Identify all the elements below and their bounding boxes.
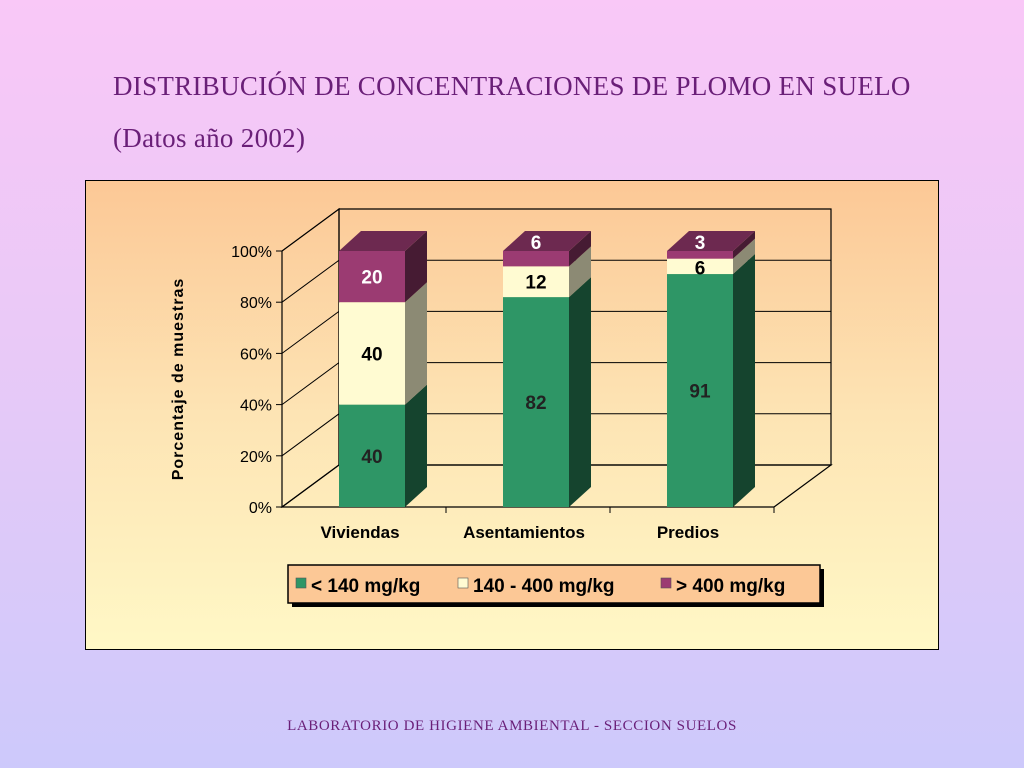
y-tick-label: 100% [231, 244, 272, 261]
y-tick-label: 20% [240, 449, 272, 466]
bar-side [733, 231, 755, 259]
bar-segment [667, 231, 755, 259]
legend-swatch [457, 577, 469, 589]
legend-label: < 140 mg/kg [311, 576, 420, 597]
bar-segment [503, 277, 591, 507]
data-label: 6 [531, 233, 542, 254]
legend-swatch [660, 577, 672, 589]
y-tick-label: 60% [240, 346, 272, 363]
bar-top [339, 231, 427, 251]
slide-title: DISTRIBUCIÓN DE CONCENTRACIONES DE PLOMO… [113, 60, 993, 164]
data-label: 6 [695, 258, 706, 279]
gridline [281, 208, 831, 252]
bar-front [339, 302, 405, 405]
category-label: Predios [657, 523, 719, 542]
slide-footer: LABORATORIO DE HIGIENE AMBIENTAL - SECCI… [287, 718, 737, 734]
bar-segment [339, 384, 427, 507]
bar-front [667, 274, 733, 507]
legend-label: 140 - 400 mg/kg [473, 576, 615, 597]
bar-side [569, 246, 591, 298]
bar-front [339, 251, 405, 303]
bar-front [667, 251, 733, 259]
bar-segment [667, 238, 755, 275]
bar-segment [339, 231, 427, 303]
data-label: 82 [525, 393, 546, 414]
data-label: 40 [361, 447, 382, 468]
bar-segment [339, 282, 427, 405]
category-label: Viviendas [320, 523, 399, 542]
title-line-2: (Datos año 2002) [113, 123, 306, 153]
legend-swatch [295, 577, 307, 589]
bar-side [405, 282, 427, 405]
chart-area: 0% 20% 40% 60% 80% 100% Porcentaje de muestras… [85, 180, 939, 650]
legend-box [287, 564, 821, 604]
data-label: 91 [689, 382, 711, 403]
category-label: Asentamientos [463, 523, 585, 542]
bar-top [503, 231, 591, 251]
bar-segment [667, 254, 755, 507]
y-tick-label: 40% [240, 398, 272, 415]
title-line-1: DISTRIBUCIÓN DE CONCENTRACIONES DE PLOMO… [113, 71, 911, 101]
data-label: 40 [361, 344, 382, 365]
data-label: 12 [525, 273, 546, 294]
data-label: 3 [695, 233, 706, 254]
bar-front [503, 251, 569, 267]
bar-segment [503, 231, 591, 267]
bar-side [569, 277, 591, 507]
stacked-bar-chart: 0% 20% 40% 60% 80% 100% Porcentaje de muestras… [170, 207, 833, 607]
bar-front [667, 258, 733, 275]
bar-side [569, 231, 591, 267]
legend: < 140 mg/kg 140 - 400 mg/kg > 400 mg/kg [287, 564, 824, 607]
bar-side [733, 238, 755, 275]
bar-front [503, 266, 569, 298]
bar-side [733, 254, 755, 507]
bar-top [667, 231, 755, 251]
y-tick-label: 0% [249, 500, 272, 517]
legend-label: > 400 mg/kg [676, 576, 785, 597]
data-label: 20 [361, 268, 382, 289]
y-tick-label: 80% [240, 295, 272, 312]
bar-front [503, 297, 569, 507]
y-axis-title: Porcentaje de muestras [170, 278, 187, 481]
bar-side [405, 231, 427, 303]
bar-front [339, 404, 405, 507]
side-wall [281, 207, 340, 509]
bar-side [405, 384, 427, 507]
bar-segment [503, 246, 591, 298]
